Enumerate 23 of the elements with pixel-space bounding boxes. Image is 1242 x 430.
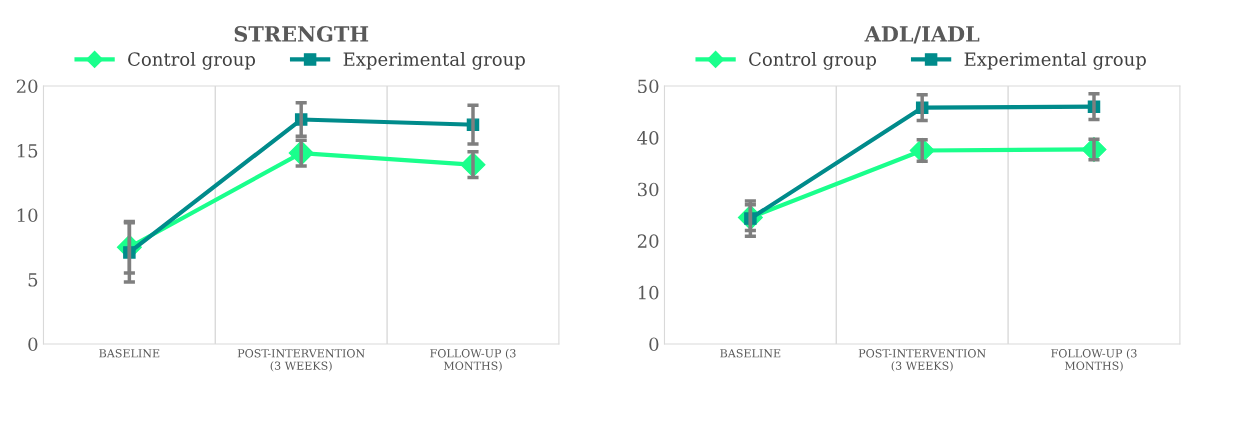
chart-title: STRENGTH	[234, 26, 369, 42]
y-tick-label: 10	[638, 285, 659, 300]
x-tick-label: BASELINE	[720, 349, 781, 358]
x-tick-label: BASELINE	[99, 349, 160, 358]
x-tick-label: POST-INTERVENTION (3 WEEKS)	[237, 349, 365, 372]
y-tick-label: 0	[28, 337, 38, 352]
legend-label: Control group	[749, 52, 877, 70]
y-tick-label: 0	[649, 337, 659, 352]
y-tick-label: 5	[28, 273, 38, 287]
x-tick-label: FOLLOW-UP (3 MONTHS)	[1051, 348, 1137, 372]
legend-label: Control group	[128, 52, 256, 70]
chart-title: ADL/IADL	[864, 26, 980, 44]
y-tick-label: 20	[16, 79, 38, 94]
y-tick-label: 50	[638, 79, 659, 94]
y-tick-label: 30	[638, 182, 659, 197]
y-tick-label: 10	[17, 208, 38, 223]
legend-label: Experimental group	[343, 52, 525, 70]
x-tick-label: POST-INTERVENTION (3 WEEKS)	[858, 349, 986, 372]
x-tick-label: FOLLOW-UP (3 MONTHS)	[430, 348, 516, 372]
legend-label: Experimental group	[964, 52, 1146, 70]
y-tick-label: 15	[17, 143, 38, 158]
y-tick-label: 20	[637, 234, 659, 248]
y-tick-label: 40	[637, 131, 659, 145]
